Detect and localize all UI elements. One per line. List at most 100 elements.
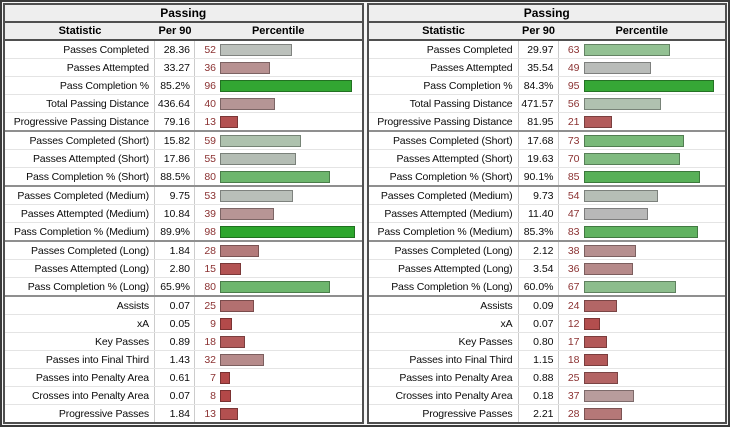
- table-row: Passes Attempted (Medium) 10.84 39: [5, 204, 362, 222]
- percentile-bar: [583, 97, 661, 110]
- stat-label: Total Passing Distance: [369, 95, 519, 112]
- percentile-bar-track: [583, 115, 722, 128]
- percentile-bar-track: [220, 79, 358, 92]
- percentile-bar-track: [220, 389, 358, 402]
- column-header-per90: Per 90: [521, 25, 556, 37]
- percentile-bar: [583, 353, 609, 366]
- table-row: Passes Completed (Long) 2.12 38: [368, 240, 725, 259]
- percentile-cell: 25: [559, 369, 726, 386]
- percentile-bar-track: [583, 371, 722, 384]
- per90-value: 0.61: [155, 369, 195, 386]
- table-row: Passes Attempted (Long) 3.54 36: [368, 259, 726, 277]
- stat-label: Passes into Final Third: [5, 351, 155, 368]
- percentile-bar-track: [583, 152, 722, 165]
- stat-label: xA: [369, 315, 519, 332]
- percentile-bar: [220, 371, 230, 384]
- percentile-value: 7: [210, 371, 216, 384]
- percentile-cell: 25: [195, 297, 362, 314]
- per90-value: 0.80: [519, 333, 559, 350]
- percentile-value: 15: [204, 262, 216, 275]
- percentile-cell: 17: [559, 333, 726, 350]
- table-row: Passes into Penalty Area 0.88 25: [368, 368, 726, 386]
- table-row: Key Passes 0.80 17: [368, 332, 726, 350]
- percentile-bar-track: [583, 389, 722, 402]
- stat-label: Passes into Final Third: [369, 351, 519, 368]
- per90-value: 33.27: [155, 59, 195, 76]
- percentile-value: 25: [204, 299, 216, 312]
- per90-value: 10.84: [155, 205, 195, 222]
- per90-value: 85.3%: [519, 223, 559, 240]
- per90-value: 81.95: [519, 113, 559, 130]
- percentile-cell: 85: [559, 168, 726, 185]
- percentile-bar: [220, 115, 238, 128]
- percentile-bar: [220, 407, 238, 420]
- percentile-cell: 80: [195, 168, 362, 185]
- table-row: Passes Completed 29.97 63: [369, 41, 726, 58]
- percentile-value: 9: [210, 317, 216, 330]
- percentile-value: 73: [567, 134, 580, 147]
- percentile-bar: [583, 207, 649, 220]
- percentile-value: 55: [204, 152, 216, 165]
- table-title: Passing: [5, 5, 362, 23]
- table-row: Passes Completed (Medium) 9.75 53: [5, 185, 362, 204]
- table-row: Passes Attempted (Long) 2.80 15: [5, 259, 362, 277]
- stat-label: Progressive Passing Distance: [5, 113, 155, 130]
- percentile-cell: 12: [559, 315, 726, 332]
- percentile-bar-track: [583, 244, 722, 257]
- percentile-value: 80: [204, 170, 216, 183]
- percentile-value: 38: [567, 244, 580, 257]
- stat-label: Passes Completed: [369, 41, 519, 58]
- percentile-bar: [583, 389, 635, 402]
- percentile-bar: [583, 371, 618, 384]
- column-header-per90: Per 90: [158, 25, 192, 37]
- stat-label: Progressive Passes: [5, 405, 155, 422]
- percentile-value: 95: [567, 79, 580, 92]
- table-row: Total Passing Distance 471.57 56: [368, 94, 725, 112]
- table-row: Progressive Passing Distance 81.95 21: [368, 112, 725, 130]
- percentile-value: 85: [567, 170, 580, 183]
- per90-value: 85.2%: [155, 77, 195, 94]
- percentile-cell: 36: [559, 260, 726, 277]
- percentile-bar-track: [220, 335, 358, 348]
- stat-label: Pass Completion % (Medium): [5, 223, 155, 240]
- stat-label: Crosses into Penalty Area: [5, 387, 155, 404]
- percentile-value: 80: [204, 280, 216, 293]
- table-row: Total Passing Distance 436.64 40: [5, 94, 362, 112]
- percentile-bar: [583, 262, 633, 275]
- percentile-cell: 39: [195, 205, 362, 222]
- percentile-cell: 49: [559, 59, 726, 76]
- percentile-cell: 37: [559, 387, 726, 404]
- percentile-cell: 28: [195, 242, 362, 259]
- percentile-bar-track: [583, 407, 722, 420]
- table-row: Passes Completed (Short) 15.82 59: [5, 130, 362, 149]
- percentile-bar-track: [220, 61, 358, 74]
- percentile-cell: 59: [195, 132, 362, 149]
- percentile-value: 17: [567, 335, 580, 348]
- percentile-bar: [583, 61, 651, 74]
- per90-value: 2.80: [155, 260, 195, 277]
- stat-label: Passes Completed (Long): [5, 242, 155, 259]
- column-header-percentile: Percentile: [615, 25, 669, 37]
- percentile-bar-track: [220, 134, 358, 147]
- percentile-bar-track: [583, 43, 722, 56]
- percentile-bar-track: [583, 299, 722, 312]
- percentile-cell: 55: [195, 150, 362, 167]
- table-row: Crosses into Penalty Area 0.07 8: [5, 386, 362, 404]
- percentile-value: 12: [567, 317, 580, 330]
- per90-value: 1.84: [155, 242, 195, 259]
- stat-label: Passes Completed (Short): [369, 132, 519, 149]
- percentile-cell: 80: [195, 278, 362, 295]
- percentile-bar-track: [583, 225, 722, 238]
- per90-value: 3.54: [519, 260, 559, 277]
- percentile-bar: [583, 299, 617, 312]
- stat-label: Passes Attempted (Medium): [369, 205, 519, 222]
- table-row: Pass Completion % (Long) 60.0% 67: [368, 277, 725, 295]
- table-header-row: Statistic Per 90 Percentile: [5, 23, 362, 41]
- per90-value: 60.0%: [519, 278, 559, 295]
- percentile-cell: 54: [559, 187, 726, 204]
- percentile-cell: 9: [195, 315, 362, 332]
- table-row: Pass Completion % (Medium) 85.3% 83: [368, 222, 725, 240]
- percentile-value: 18: [204, 335, 216, 348]
- table-row: Passes Attempted 33.27 36: [5, 58, 362, 76]
- per90-value: 0.07: [155, 387, 195, 404]
